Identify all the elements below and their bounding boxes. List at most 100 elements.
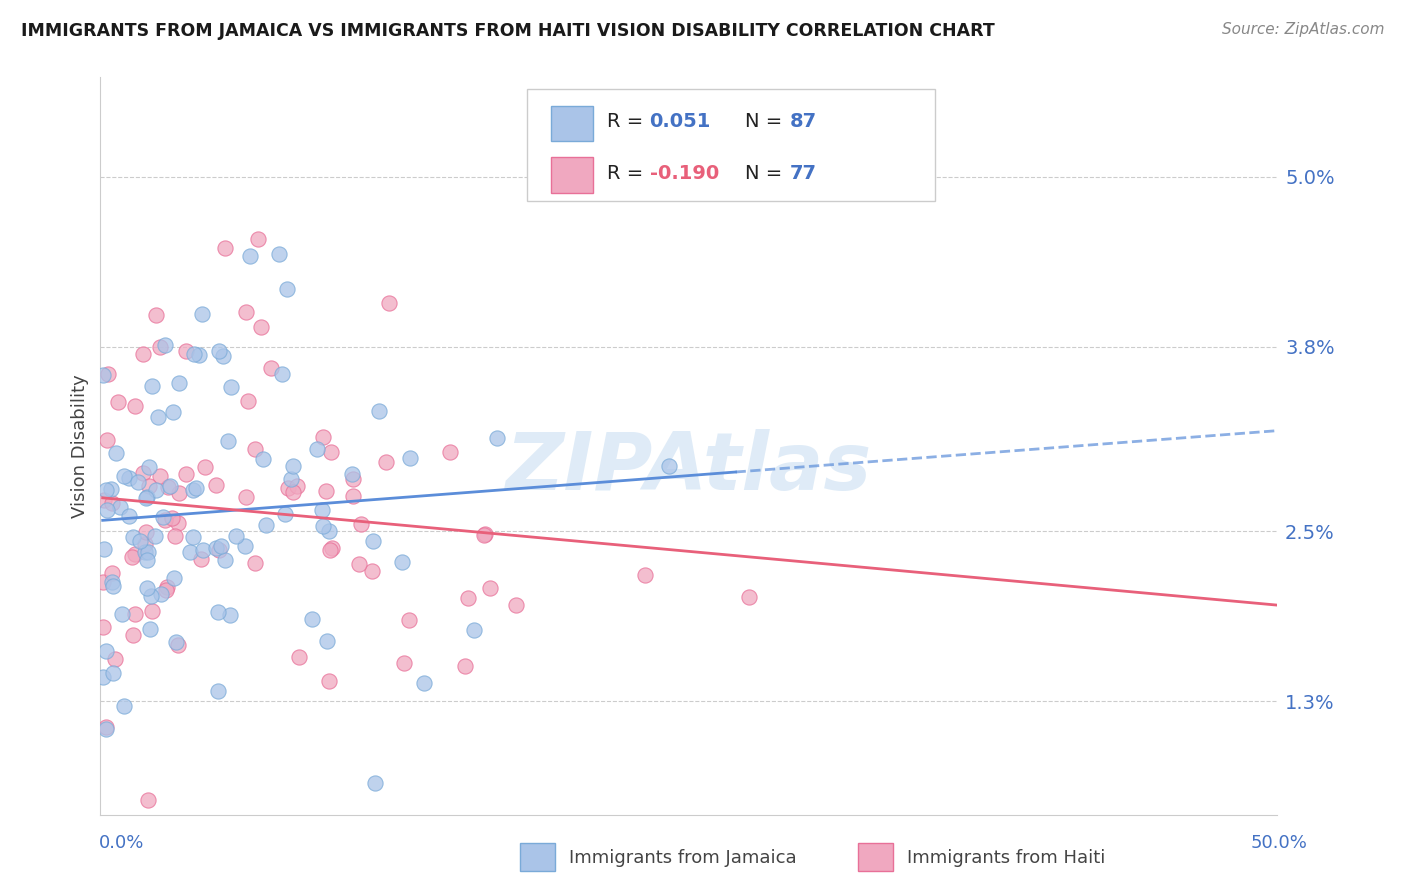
Text: R =: R =: [607, 112, 650, 131]
Point: [188, 348, 211, 362]
Point: [141, 590, 163, 604]
Point: [149, 340, 172, 354]
Point: [94, 483, 117, 498]
Point: [391, 556, 413, 570]
Point: [112, 469, 135, 483]
Point: [212, 349, 235, 363]
Point: [399, 450, 422, 465]
Point: [243, 442, 266, 456]
Point: [100, 482, 122, 496]
Point: [94, 722, 117, 736]
Point: [96, 433, 118, 447]
Point: [315, 484, 337, 499]
Point: [162, 404, 184, 418]
Point: [118, 508, 141, 523]
Text: IMMIGRANTS FROM JAMAICA VS IMMIGRANTS FROM HAITI VISION DISABILITY CORRELATION C: IMMIGRANTS FROM JAMAICA VS IMMIGRANTS FR…: [21, 22, 995, 40]
Point: [93, 542, 115, 557]
Point: [658, 458, 681, 473]
Point: [288, 650, 311, 665]
Point: [194, 459, 217, 474]
Point: [184, 481, 207, 495]
Point: [101, 496, 124, 510]
Point: [165, 634, 187, 648]
Text: 87: 87: [790, 112, 817, 131]
Point: [145, 308, 167, 322]
Point: [100, 566, 122, 580]
Point: [361, 533, 384, 548]
Point: [121, 549, 143, 564]
Point: [94, 643, 117, 657]
Point: [305, 442, 328, 456]
Point: [97, 367, 120, 381]
Point: [153, 513, 176, 527]
Point: [439, 444, 461, 458]
Point: [135, 525, 157, 540]
Text: 77: 77: [790, 163, 817, 183]
Point: [457, 591, 479, 606]
Point: [145, 483, 167, 498]
Point: [634, 567, 657, 582]
Point: [315, 633, 337, 648]
Point: [412, 676, 434, 690]
Point: [398, 613, 420, 627]
Point: [271, 368, 294, 382]
Point: [122, 627, 145, 641]
Point: [738, 591, 761, 605]
Point: [368, 404, 391, 418]
Point: [96, 720, 118, 734]
Point: [378, 295, 401, 310]
Point: [204, 541, 226, 555]
Point: [236, 394, 259, 409]
Point: [107, 395, 129, 409]
Point: [110, 607, 132, 621]
Point: [205, 478, 228, 492]
Point: [131, 347, 153, 361]
Point: [486, 431, 509, 445]
Point: [145, 529, 167, 543]
Point: [274, 507, 297, 521]
Point: [342, 472, 364, 486]
Point: [479, 581, 502, 595]
Point: [167, 638, 190, 652]
Point: [163, 571, 186, 585]
Point: [149, 587, 172, 601]
Point: [104, 652, 127, 666]
Point: [118, 471, 141, 485]
Point: [342, 489, 364, 503]
Point: [247, 231, 270, 245]
Point: [149, 469, 172, 483]
Text: N =: N =: [745, 163, 789, 183]
Point: [124, 399, 146, 413]
Point: [281, 459, 304, 474]
Point: [112, 699, 135, 714]
Point: [174, 467, 197, 481]
Point: [190, 307, 212, 321]
Point: [374, 455, 396, 469]
Point: [138, 479, 160, 493]
Point: [136, 793, 159, 807]
Point: [269, 247, 291, 261]
Point: [472, 527, 495, 541]
Point: [135, 491, 157, 506]
Point: [312, 430, 335, 444]
Point: [156, 580, 179, 594]
Point: [363, 775, 385, 789]
Point: [260, 361, 283, 376]
Point: [166, 516, 188, 531]
Text: Immigrants from Haiti: Immigrants from Haiti: [907, 849, 1105, 867]
Point: [135, 490, 157, 504]
Point: [105, 445, 128, 459]
Point: [321, 541, 343, 556]
Point: [276, 282, 298, 296]
Point: [209, 539, 232, 553]
Point: [136, 553, 159, 567]
Point: [132, 467, 155, 481]
Point: [159, 478, 181, 492]
Text: Immigrants from Jamaica: Immigrants from Jamaica: [569, 849, 797, 867]
Point: [235, 305, 257, 319]
Point: [312, 519, 335, 533]
Point: [136, 545, 159, 559]
Point: [301, 612, 323, 626]
Point: [235, 490, 257, 504]
Point: [321, 444, 343, 458]
